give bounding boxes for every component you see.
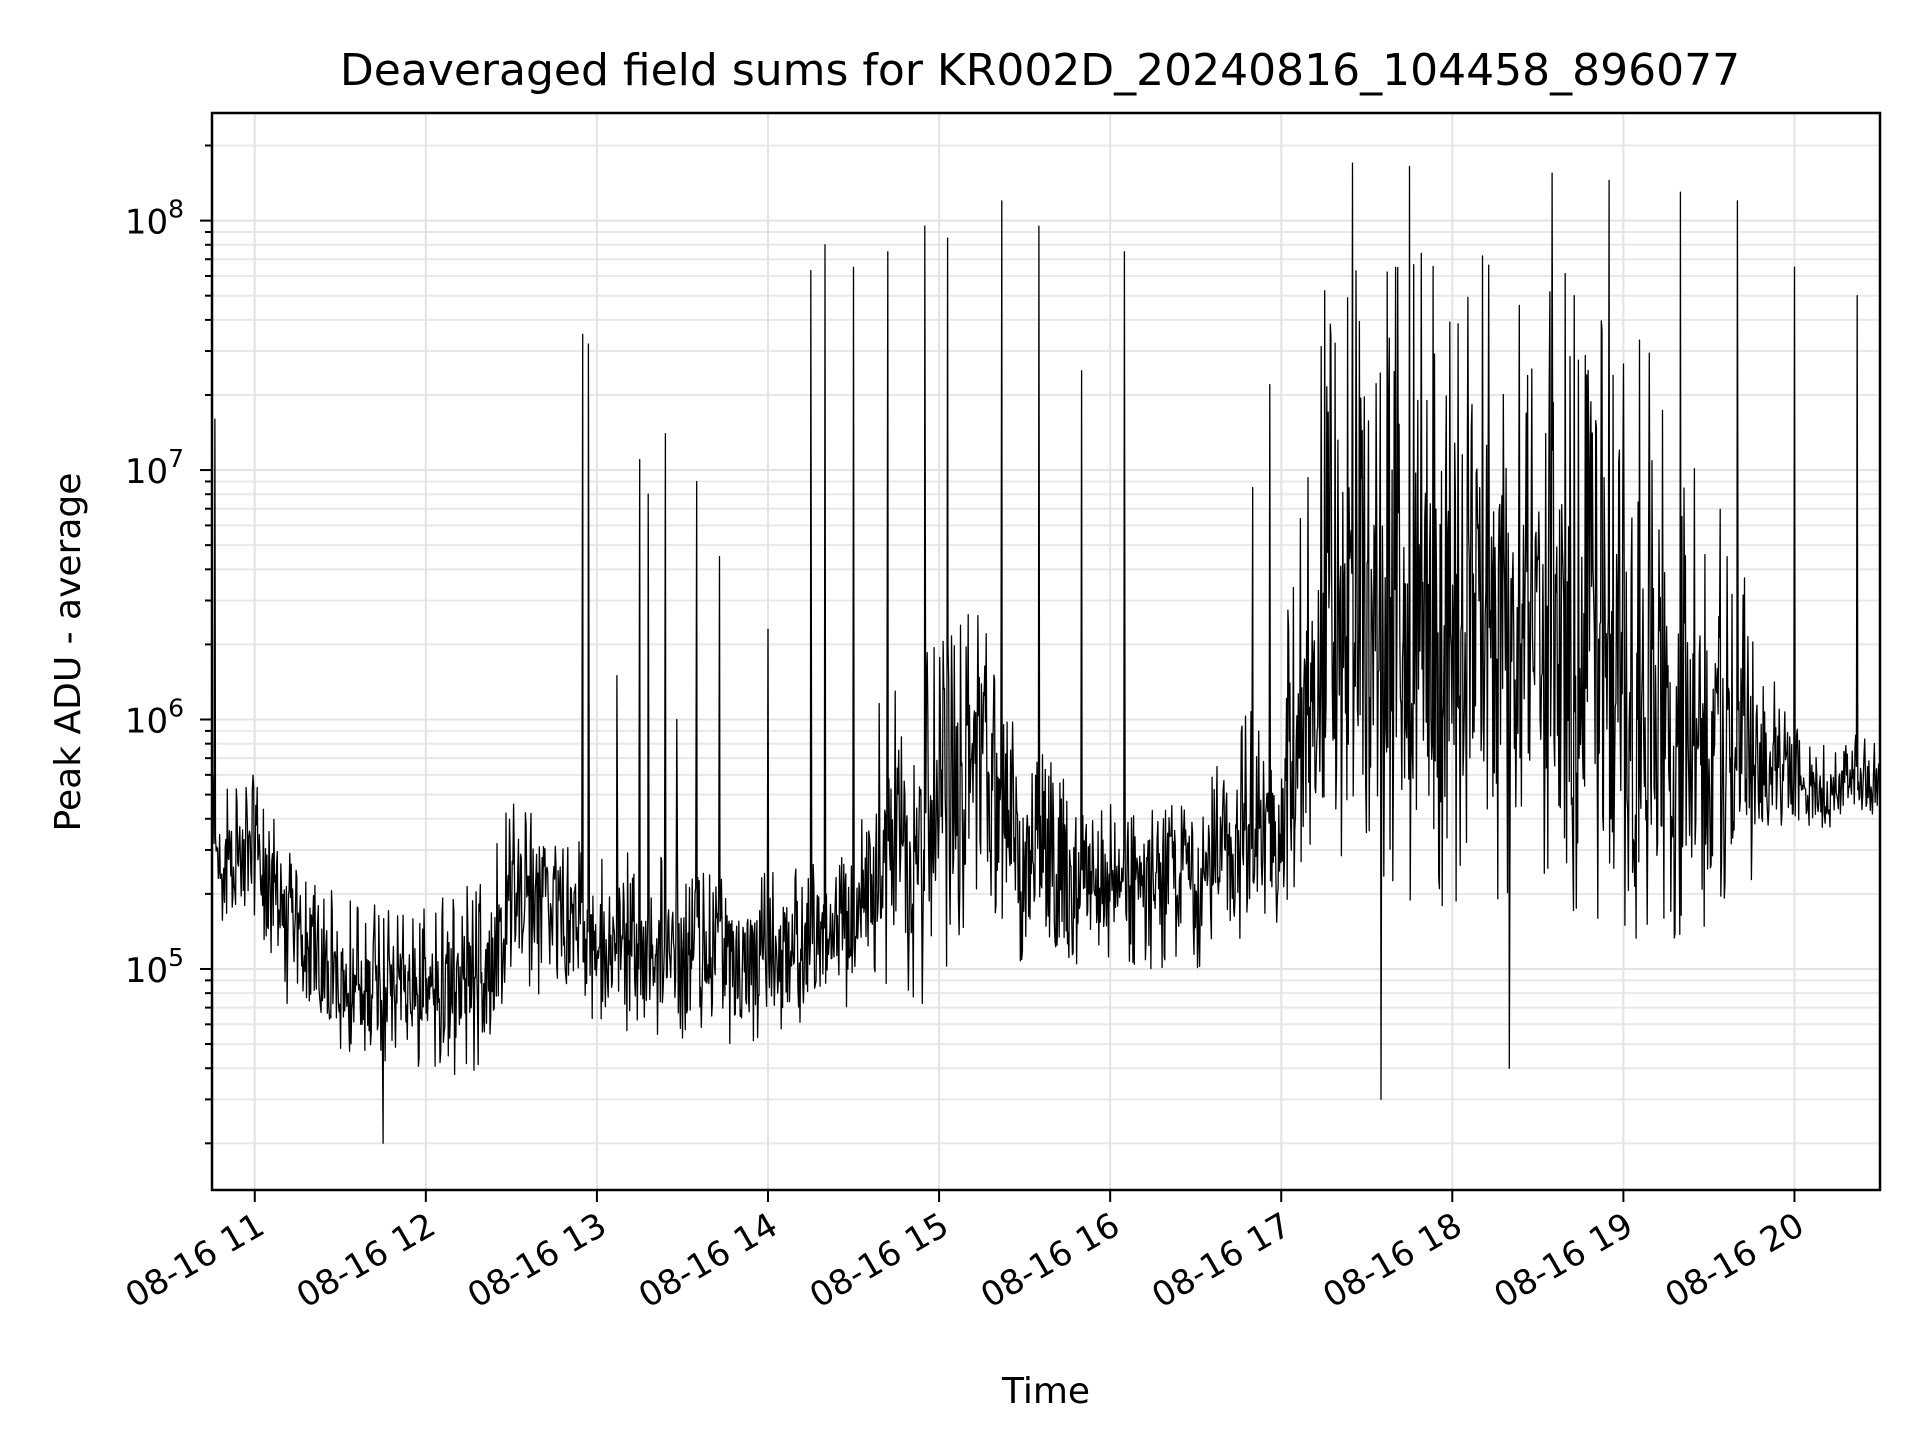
plot-frame xyxy=(210,111,1882,1192)
y-tick-label: 106 xyxy=(125,694,184,742)
data-series-line xyxy=(211,162,1881,1144)
series-layer xyxy=(211,162,1881,1144)
y-axis-label: Peak ADU - average xyxy=(48,473,89,832)
chart-title: Deaveraged field sums for KR002D_2024081… xyxy=(340,45,1740,96)
y-tick-label: 105 xyxy=(125,943,184,991)
y-tick-label: 108 xyxy=(125,195,184,243)
x-axis-label: Time xyxy=(1001,1371,1090,1412)
y-tick-label: 107 xyxy=(125,444,184,492)
